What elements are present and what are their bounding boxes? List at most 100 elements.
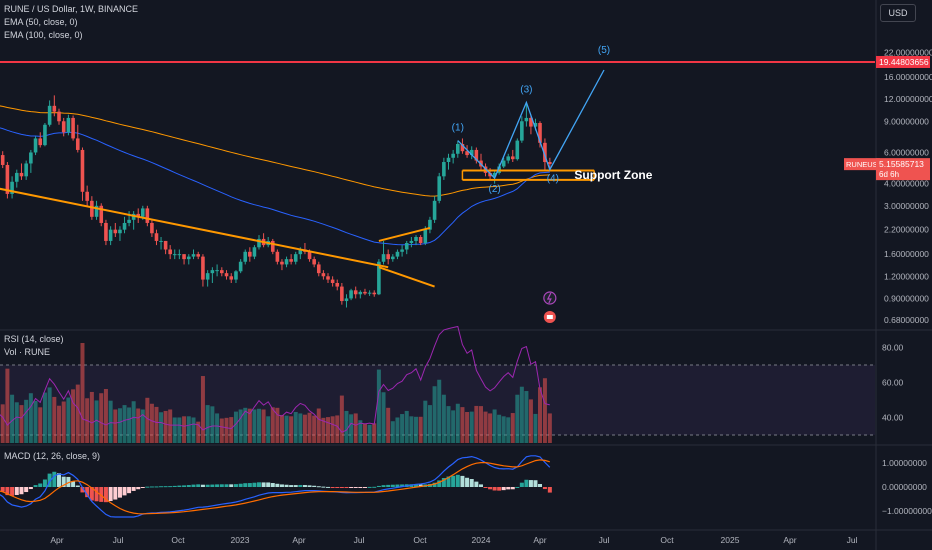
macd-histogram-bar [172, 485, 177, 487]
macd-histogram-bar [455, 474, 460, 487]
candle-body [131, 213, 136, 220]
macd-tick-label: −1.00000000 [882, 506, 932, 516]
macd-histogram-bar [191, 484, 196, 487]
ema50-label[interactable]: EMA (50, close, 0) [4, 17, 78, 27]
volume-bar [154, 406, 159, 443]
wave-label: (2) [488, 184, 500, 195]
macd-histogram-bar [47, 473, 52, 487]
candle-body [524, 117, 529, 122]
macd-histogram-bar [266, 482, 271, 487]
volume-bar [367, 424, 372, 443]
macd-histogram-bar [215, 484, 220, 487]
candle-body [377, 261, 381, 295]
macd-histogram-bar [196, 484, 201, 487]
macd-histogram-bar [94, 487, 99, 502]
macd-histogram-bar [24, 487, 29, 493]
time-tick-label: 2023 [231, 535, 250, 545]
macd-histogram-bar [353, 487, 358, 488]
ema100-line [0, 105, 550, 197]
rsi-label[interactable]: RSI (14, close) [4, 334, 64, 344]
volume-bar [266, 416, 271, 443]
candle-body [386, 254, 390, 260]
volume-bar [75, 384, 80, 443]
macd-histogram-bar [182, 485, 187, 487]
macd-histogram-bar [243, 483, 248, 487]
volume-bar [344, 410, 349, 443]
macd-histogram-bar [200, 484, 205, 487]
candle-body [19, 172, 24, 177]
volume-bar [298, 413, 303, 443]
candle-body [191, 254, 196, 257]
earnings-event-icon [546, 315, 553, 319]
candle-body [293, 254, 298, 262]
volume-bar [330, 416, 335, 443]
current-price-tag [876, 158, 930, 181]
macd-histogram-bar [168, 486, 173, 488]
macd-histogram-bar [140, 487, 145, 488]
volume-bar [506, 417, 511, 443]
macd-histogram-bar [400, 484, 405, 487]
volume-bar [432, 386, 437, 443]
candle-body [177, 254, 182, 256]
macd-histogram-bar [238, 483, 243, 487]
macd-histogram-bar [131, 487, 136, 491]
volume-bar [358, 420, 363, 443]
candle-body [335, 282, 340, 287]
macd-histogram-bar [533, 480, 538, 487]
candle-body [140, 208, 145, 217]
candle-body [145, 208, 150, 223]
vol-label[interactable]: Vol · RUNE [4, 347, 51, 357]
macd-histogram-bar [395, 484, 400, 487]
volume-bar [182, 416, 187, 443]
macd-histogram-bar [224, 484, 229, 487]
candle-body [409, 240, 414, 243]
candle-body [455, 143, 460, 154]
price-tick-label: 3.00000000 [884, 201, 929, 211]
volume-bar [210, 406, 215, 443]
candle-body [85, 191, 89, 201]
candle-body [150, 222, 154, 234]
macd-histogram-bar [247, 483, 252, 487]
volume-bar [492, 409, 497, 443]
currency-button[interactable]: USD [880, 4, 916, 22]
volume-bar [140, 409, 145, 443]
candle-body [80, 149, 85, 192]
volume-bar [257, 408, 262, 443]
macd-histogram-bar [61, 476, 66, 487]
macd-histogram-bar [257, 482, 262, 487]
volume-bar [243, 407, 248, 443]
macd-histogram-bar [145, 486, 150, 488]
candle-body [182, 254, 186, 260]
candle-body [437, 176, 442, 201]
volume-bar [159, 412, 164, 443]
macd-label[interactable]: MACD (12, 26, close, 9) [4, 451, 101, 461]
ema100-label[interactable]: EMA (100, close, 0) [4, 30, 83, 40]
macd-histogram-bar [10, 487, 15, 496]
macd-histogram-bar [519, 482, 524, 487]
macd-histogram-bar [469, 479, 474, 487]
candle-body [451, 153, 455, 158]
volume-bar [99, 393, 104, 443]
candle-body [270, 240, 275, 252]
rsi-tick-label: 60.00 [882, 378, 904, 388]
candle-body [358, 291, 363, 295]
candle-body [529, 117, 533, 127]
volume-bar [312, 415, 317, 443]
volume-bar [510, 413, 515, 443]
macd-histogram-bar [376, 485, 381, 487]
candle-body [400, 249, 404, 252]
macd-histogram-bar [460, 475, 465, 487]
candle-body [186, 256, 191, 260]
candle-body [224, 273, 229, 277]
macd-signal-line [0, 459, 550, 515]
ema50-line [0, 127, 550, 246]
macd-histogram-bar [122, 487, 127, 496]
macd-histogram-bar [261, 482, 266, 487]
time-tick-label: Jul [847, 535, 858, 545]
macd-histogram-bar [298, 484, 303, 487]
symbol-title: RUNE / US Dollar, 1W, BINANCE [4, 4, 139, 14]
candle-body [94, 205, 99, 217]
volume-bar [233, 411, 238, 443]
